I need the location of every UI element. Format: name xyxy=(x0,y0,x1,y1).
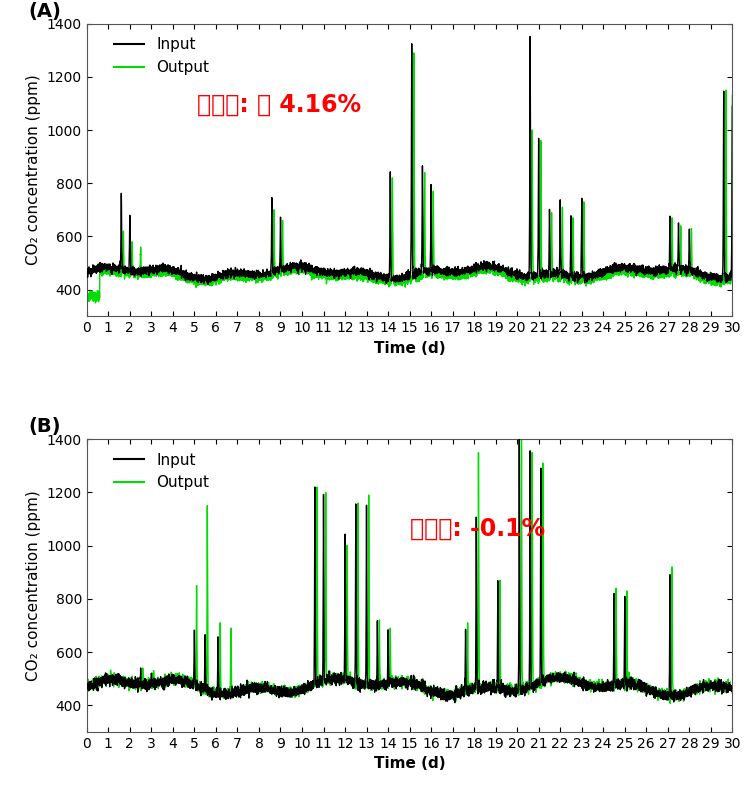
Input xyxy=(728,102,737,111)
Input xyxy=(728,684,737,693)
X-axis label: Time (d): Time (d) xyxy=(374,756,445,771)
Input xyxy=(564,674,573,684)
Output xyxy=(91,298,100,308)
Output xyxy=(564,277,573,286)
Legend: Input, Output: Input, Output xyxy=(107,447,215,497)
Output xyxy=(470,268,479,278)
Line: Input: Input xyxy=(87,36,732,285)
Input xyxy=(613,264,622,274)
Input xyxy=(450,698,459,708)
Y-axis label: CO₂ concentration (ppm): CO₂ concentration (ppm) xyxy=(26,490,42,681)
Output xyxy=(329,271,338,280)
Input xyxy=(199,275,208,285)
Input xyxy=(525,31,535,41)
Input xyxy=(329,269,338,279)
Output xyxy=(564,668,573,678)
Input xyxy=(564,272,573,281)
Output xyxy=(82,295,91,305)
Line: Output: Output xyxy=(87,53,732,303)
Text: (B): (B) xyxy=(29,417,61,436)
Text: 제거율: -0.1%: 제거율: -0.1% xyxy=(409,517,544,541)
Output xyxy=(329,671,338,680)
Output xyxy=(470,686,479,696)
Input xyxy=(470,681,479,690)
Y-axis label: CO₂ concentration (ppm): CO₂ concentration (ppm) xyxy=(26,75,42,265)
Line: Input: Input xyxy=(87,439,732,703)
Output xyxy=(199,685,208,695)
Output xyxy=(199,279,208,288)
Line: Output: Output xyxy=(87,439,732,704)
Input xyxy=(82,270,91,279)
Output xyxy=(409,48,418,57)
Input xyxy=(82,684,91,693)
Input xyxy=(329,674,338,684)
Input xyxy=(199,684,208,693)
Output xyxy=(666,699,675,708)
Output xyxy=(728,689,737,698)
Output xyxy=(517,434,526,444)
Input xyxy=(204,280,213,290)
Input xyxy=(502,270,511,279)
Output xyxy=(502,268,511,277)
Text: 제거율: 약 4.16%: 제거율: 약 4.16% xyxy=(196,92,361,116)
Input xyxy=(613,685,622,694)
Legend: Input, Output: Input, Output xyxy=(107,31,215,81)
Output xyxy=(502,683,511,693)
Input xyxy=(515,434,524,444)
Output xyxy=(613,682,622,691)
Input xyxy=(470,267,479,276)
Output xyxy=(613,269,622,279)
Text: (A): (A) xyxy=(29,2,62,20)
Output xyxy=(728,91,737,100)
Input xyxy=(502,685,511,694)
Output xyxy=(82,682,91,692)
X-axis label: Time (d): Time (d) xyxy=(374,341,445,356)
